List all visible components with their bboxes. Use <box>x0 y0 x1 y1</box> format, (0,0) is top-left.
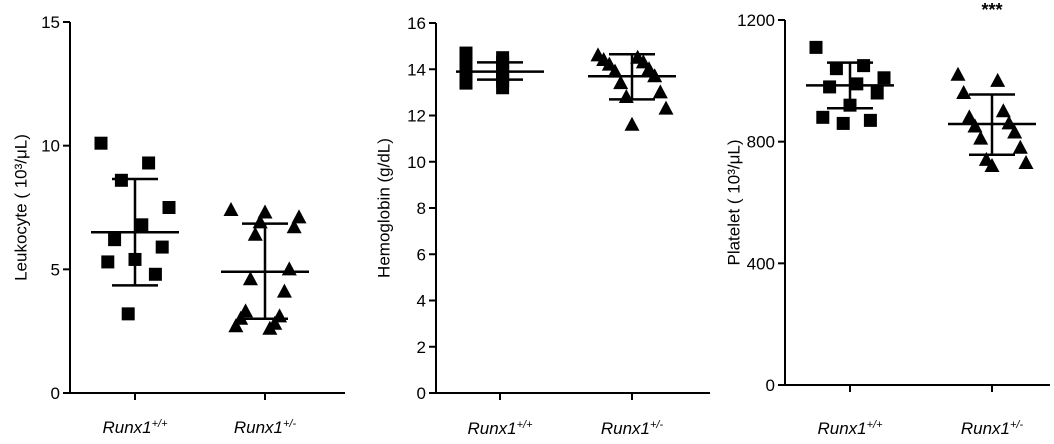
data-point <box>94 136 108 150</box>
y-tick-label: 8 <box>417 199 426 218</box>
data-point <box>863 113 877 127</box>
data-point <box>1001 115 1017 130</box>
data-point <box>823 80 837 94</box>
data-point <box>829 62 843 76</box>
y-tick-label: 1200 <box>737 11 775 30</box>
data-point <box>956 85 972 99</box>
data-point <box>641 61 657 76</box>
y-tick-label: 800 <box>747 133 775 152</box>
data-point <box>652 84 668 99</box>
panel-3: 0 400 800 1200 Platelet ( 10³/μL) Runx1+/+ Run… <box>724 0 1050 438</box>
y-axis-label: Hemoglobin (g/dL) <box>374 138 393 278</box>
y-tick-label: 400 <box>747 254 775 273</box>
data-point <box>257 204 273 219</box>
data-point <box>496 81 510 95</box>
data-point <box>607 63 623 78</box>
data-point <box>601 56 617 71</box>
data-point <box>658 100 674 115</box>
y-axis-label: Leukocyte ( 10³/μL) <box>11 134 30 281</box>
y-tick-label: 15 <box>41 13 60 32</box>
data-point <box>121 307 135 321</box>
data-point <box>247 226 263 241</box>
x-tick-label: Runx1+/+ <box>467 419 533 438</box>
data-point <box>135 218 149 232</box>
data-point <box>108 233 122 247</box>
panel-1: 0 5 10 15 Leukocyte ( 10³/μL) Runx1+/+ Runx1+/… <box>11 13 345 437</box>
data-point <box>950 66 966 81</box>
data-point <box>995 103 1011 118</box>
data-point <box>276 283 292 298</box>
data-point <box>459 76 473 90</box>
y-tick-label: 16 <box>407 14 426 33</box>
y-tick-label: 10 <box>407 153 426 172</box>
x-tick-label: Runx1+/- <box>234 418 297 437</box>
x-tick-label: Runx1+/- <box>601 419 664 438</box>
x-tick-label: Runx1+/+ <box>102 418 168 437</box>
data-point <box>1007 124 1023 139</box>
data-point <box>990 72 1006 87</box>
data-point <box>967 118 983 133</box>
data-point <box>816 110 830 124</box>
data-point <box>155 240 169 254</box>
y-tick-label: 14 <box>407 60 426 79</box>
y-tick-label: 10 <box>41 137 60 156</box>
data-point <box>850 77 864 91</box>
data-point <box>223 201 239 216</box>
data-point <box>286 219 302 234</box>
data-point <box>624 116 640 131</box>
data-point <box>809 40 823 54</box>
y-tick-label: 12 <box>407 107 426 126</box>
data-point <box>877 71 891 85</box>
data-point <box>291 209 307 224</box>
y-tick-label: 0 <box>766 376 775 395</box>
x-tick-label: Runx1+/+ <box>817 419 883 438</box>
significance-annotation: *** <box>981 0 1002 20</box>
y-tick-label: 5 <box>51 260 60 279</box>
data-point <box>973 130 989 145</box>
data-point <box>162 201 176 214</box>
data-point <box>148 267 162 281</box>
data-point <box>961 109 977 124</box>
y-tick-label: 2 <box>417 338 426 357</box>
data-point <box>870 86 884 100</box>
data-point <box>262 320 278 335</box>
data-point <box>1018 154 1034 169</box>
data-point <box>984 158 1000 172</box>
data-point <box>228 318 244 333</box>
y-tick-label: 6 <box>417 245 426 264</box>
data-point <box>101 255 115 269</box>
data-point <box>1012 139 1028 154</box>
y-tick-label: 4 <box>417 292 426 311</box>
data-point <box>613 75 629 90</box>
data-point <box>142 156 156 170</box>
data-point <box>836 116 850 130</box>
y-tick-label: 0 <box>51 384 60 403</box>
data-point <box>281 261 297 276</box>
data-point <box>242 271 258 286</box>
panel-2: 0 2 4 6 8 10 12 14 16 Hemoglobin (g/dL) Runx1+/+ Ru… <box>374 14 710 438</box>
x-tick-label: Runx1+/- <box>961 419 1024 438</box>
y-axis-label: Platelet ( 10³/μL) <box>724 139 743 265</box>
data-point <box>857 59 871 73</box>
y-tick-label: 0 <box>417 384 426 403</box>
data-point <box>635 54 651 69</box>
